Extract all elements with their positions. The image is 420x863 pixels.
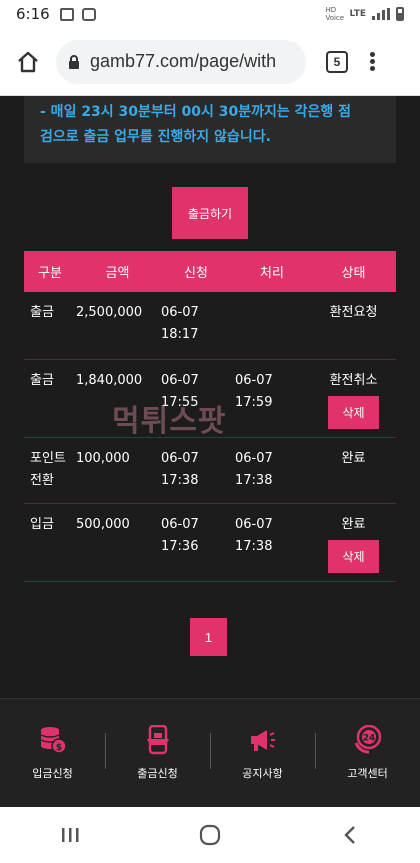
lock-icon [69,54,79,69]
row-request-time: 06-07 17:55 [159,359,233,438]
page-1-button[interactable]: 1 [190,618,227,656]
row-type: 입금 [24,503,76,582]
dot-icon [369,51,375,57]
row-process-time: 06-07 17:59 [233,359,311,438]
signal-icon [372,8,390,20]
page-content: - 매일 23시 30분부터 00시 30분까지는 각은행 점 검으로 출금 업… [0,96,420,807]
clock: 6:16 [16,5,50,23]
row-process-time [233,292,311,360]
row-amount: 500,000 [76,503,159,582]
back-chevron-icon [344,826,355,844]
status-bar: 6:16 HD Voice LTE [0,0,420,28]
gallery-notification-icon [59,7,74,21]
row-status: 환전요청 [311,292,396,360]
home-circle-icon [199,824,221,846]
coin-stack-icon: $ [40,727,67,754]
row-status: 완료 삭제 [311,503,396,582]
row-status: 환전취소 삭제 [311,359,396,438]
header-type: 구분 [24,251,76,292]
megaphone-icon [250,730,275,751]
home-button[interactable] [12,46,44,78]
url-text: gamb77.com/page/with [90,51,277,71]
battery-icon [396,7,404,21]
delete-button[interactable]: 삭제 [328,539,379,573]
row-type: 출금 [24,292,76,360]
row-process-time: 06-07 17:38 [233,503,311,582]
recent-apps-button[interactable] [40,815,100,855]
nav-support-label: 고객센터 [347,767,388,780]
row-amount: 100,000 [76,437,159,504]
row-amount: 2,500,000 [76,292,159,360]
app-notification-icon [81,7,96,21]
home-system-button[interactable] [180,815,240,855]
row-amount: 1,840,000 [76,359,159,438]
table-row: 출금 1,840,000 06-07 17:55 06-07 17:59 환전취소 … [24,359,396,438]
header-request: 신청 [159,251,233,292]
system-nav-bar [0,807,420,863]
notice-box: - 매일 23시 30분부터 00시 30분까지는 각은행 점 검으로 출금 업… [24,96,396,163]
bottom-nav: $ 입금신청 출금신청 공지사항 24 [0,698,420,807]
tab-switcher-button[interactable]: 5 [326,50,348,73]
transaction-table: 구분 금액 신청 처리 상태 출금 2,500,000 06-07 18:17 환… [24,251,396,582]
table-row: 입금 500,000 06-07 17:36 06-07 17:38 완료 삭제 [24,503,396,582]
delete-button[interactable]: 삭제 [328,395,379,429]
hd-voice-label: HD Voice [325,6,345,22]
back-button[interactable] [320,815,380,855]
nav-withdraw-label: 출금신청 [137,767,178,780]
nav-deposit[interactable]: $ 입금신청 [0,699,105,807]
svg-text:24: 24 [362,734,375,744]
address-bar[interactable]: gamb77.com/page/with [56,39,306,84]
menu-button[interactable] [366,48,378,76]
notice-line-1: - 매일 23시 30분부터 00시 30분까지는 각은행 점 [40,104,352,120]
row-status: 완료 [311,437,396,504]
notice-line-2: 검으로 출금 업무를 진행하지 않습니다. [40,129,271,145]
table-row: 출금 2,500,000 06-07 18:17 환전요청 [24,292,396,360]
row-type: 포인트 전환 [24,437,76,504]
nav-notice-label: 공지사항 [242,767,283,780]
recent-apps-icon [62,828,79,842]
svg-text:$: $ [55,743,61,753]
withdraw-button[interactable]: 출금하기 [172,187,248,239]
table-header: 구분 금액 신청 처리 상태 [24,251,396,292]
header-amount: 금액 [76,251,159,292]
support-24-icon: 24 [354,725,381,754]
nav-support[interactable]: 24 고객센터 [315,699,420,807]
row-request-time: 06-07 18:17 [159,292,233,360]
table-row: 포인트 전환 100,000 06-07 17:38 06-07 17:38 완료 [24,437,396,504]
row-request-time: 06-07 17:38 [159,437,233,504]
header-status: 상태 [311,251,396,292]
dot-icon [369,66,375,72]
header-process: 처리 [233,251,311,292]
network-type: LTE [349,9,366,19]
dot-icon [369,58,375,64]
browser-toolbar: gamb77.com/page/with 5 [0,28,420,96]
row-request-time: 06-07 17:36 [159,503,233,582]
nav-notice[interactable]: 공지사항 [210,699,315,807]
row-process-time: 06-07 17:38 [233,437,311,504]
phone-wallet-icon [146,725,169,755]
row-type: 출금 [24,359,76,438]
home-icon [18,51,38,72]
nav-withdraw[interactable]: 출금신청 [105,699,210,807]
nav-deposit-label: 입금신청 [32,767,73,780]
